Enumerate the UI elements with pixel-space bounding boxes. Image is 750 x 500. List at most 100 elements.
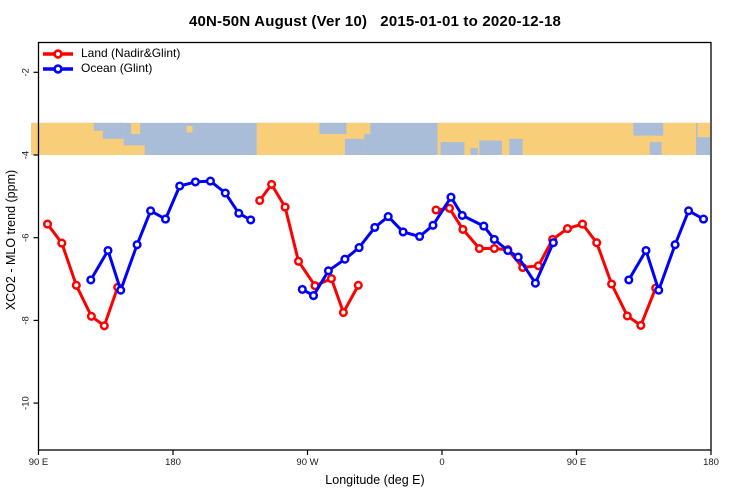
map-band-ocean-patch [649, 142, 662, 155]
series-line [89, 179, 253, 292]
data-point [431, 205, 441, 215]
data-point [116, 285, 126, 295]
legend-label-land: Land (Nadir&Glint) [81, 46, 181, 60]
data-point [489, 234, 499, 244]
data-point [489, 243, 499, 254]
data-point [636, 320, 646, 330]
data-point [548, 238, 558, 248]
data-point [42, 219, 53, 229]
data-point [444, 203, 455, 213]
map-band-ocean-patch [93, 122, 103, 131]
data-point [86, 311, 96, 321]
data-point [530, 278, 540, 288]
series-line [46, 222, 120, 328]
data-point [592, 238, 602, 248]
data-point [71, 280, 81, 290]
data-point [326, 274, 336, 284]
data-point [458, 224, 468, 234]
data-point [267, 179, 277, 189]
legend-label-ocean: Ocean (Glint) [81, 61, 153, 75]
data-point [698, 214, 709, 224]
map-band-land-patch [186, 125, 193, 133]
data-point [190, 177, 200, 187]
plot-frame [37, 41, 712, 451]
data-point [338, 307, 348, 318]
map-band-land-patch [123, 145, 145, 155]
data-point [684, 206, 694, 216]
series-line [300, 195, 555, 298]
series-line [434, 206, 658, 327]
data-point [457, 210, 467, 220]
data-point [577, 219, 588, 229]
data-point [513, 252, 523, 262]
data-point [607, 279, 617, 289]
y-tick-label: -2 [21, 68, 32, 76]
chart-title: 40N-50N August (Ver 10) 2015-01-01 to 20… [188, 13, 562, 30]
data-point [293, 256, 304, 266]
data-point [255, 195, 265, 206]
data-point [132, 240, 142, 250]
x-tick-label: 90 E [29, 457, 49, 468]
map-band-ocean-patch [633, 122, 664, 136]
x-tick-label: 0 [439, 457, 444, 468]
data-point [654, 285, 664, 295]
data-point [354, 243, 364, 253]
legend-item-ocean: Ocean (Glint) [41, 61, 180, 76]
y-tick-label: -8 [21, 316, 32, 324]
map-band-ocean-patch [319, 122, 347, 135]
data-point [280, 202, 290, 212]
land-series-key-icon [43, 48, 73, 59]
data-point [234, 208, 244, 218]
data-point [103, 245, 113, 256]
map-band-land-patch [364, 122, 371, 135]
data-point [479, 221, 489, 231]
data-point [428, 220, 438, 230]
y-axis-title: XCO2 - MLO trend (ppm) [4, 169, 18, 311]
y-tick-label: -4 [21, 151, 32, 159]
x-tick-label: 90 W [296, 457, 318, 468]
data-point [641, 245, 651, 256]
data-point [503, 245, 513, 256]
data-point [220, 188, 230, 198]
map-band-land-patch [131, 122, 141, 135]
data-point [670, 240, 680, 250]
data-point [99, 321, 109, 331]
data-point [383, 212, 393, 222]
series-land [42, 179, 661, 331]
data-point [624, 275, 634, 285]
x-tick-label: 180 [165, 457, 181, 468]
map-band-ocean-patch [479, 140, 502, 155]
data-point [562, 224, 573, 234]
data-point [323, 266, 333, 276]
map-band-ocean-patch [344, 138, 365, 155]
data-point [340, 254, 350, 264]
series-ocean [86, 176, 709, 301]
map-band-ocean-patch [440, 142, 465, 155]
legend-item-land: Land (Nadir&Glint) [41, 46, 180, 61]
data-point [398, 227, 408, 237]
data-point [246, 215, 256, 225]
x-tick-label: 180 [703, 457, 719, 468]
data-point [353, 280, 363, 290]
series-line [627, 209, 705, 292]
data-point [446, 192, 456, 202]
data-point [297, 284, 307, 294]
data-point [146, 206, 156, 216]
data-point [57, 238, 67, 248]
data-point [86, 275, 96, 285]
x-tick-label: 90 E [567, 457, 587, 468]
map-band [31, 122, 710, 155]
ocean-series-key-icon [43, 63, 73, 74]
map-band-ocean-patch [509, 138, 523, 155]
y-tick-label: -6 [21, 233, 32, 241]
data-point [415, 231, 425, 242]
data-point [622, 311, 632, 321]
map-band-ocean-patch [470, 147, 478, 155]
y-tick-label: -10 [21, 396, 32, 410]
map-band-ocean-patch [102, 122, 124, 139]
data-point [160, 214, 171, 224]
map-band-land-patch [697, 122, 710, 138]
legend: Land (Nadir&Glint) Ocean (Glint) [41, 46, 180, 76]
data-point [474, 243, 484, 254]
